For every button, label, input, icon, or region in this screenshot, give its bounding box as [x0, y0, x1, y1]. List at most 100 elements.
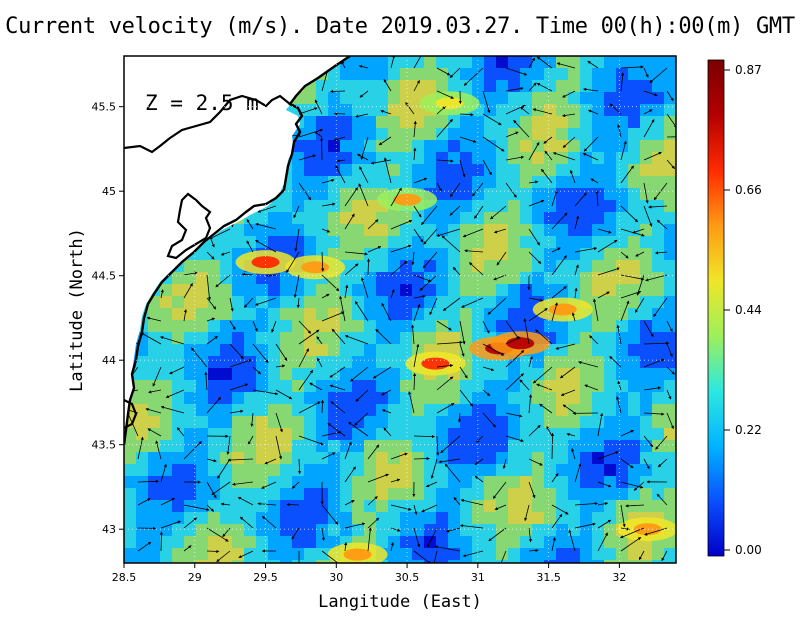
speed-cell	[364, 428, 376, 440]
speed-cell	[652, 236, 664, 248]
velocity-arrow	[492, 481, 507, 499]
speed-cell	[592, 332, 604, 344]
speed-hotspot	[301, 261, 330, 274]
speed-cell	[496, 80, 508, 92]
speed-cell	[532, 272, 544, 284]
velocity-arrow	[643, 90, 658, 97]
speed-cell	[292, 416, 304, 428]
speed-cell	[580, 80, 592, 92]
speed-cell	[640, 548, 652, 560]
speed-cell	[400, 272, 412, 284]
speed-cell	[436, 212, 448, 224]
speed-cell	[628, 296, 640, 308]
speed-cell	[508, 152, 520, 164]
speed-cell	[568, 320, 580, 332]
speed-cell	[376, 560, 388, 563]
speed-cell	[604, 356, 616, 368]
speed-cell	[400, 140, 412, 152]
velocity-arrow	[436, 67, 451, 76]
speed-cell	[400, 512, 412, 524]
speed-cell	[220, 560, 232, 563]
speed-cell	[592, 452, 604, 464]
speed-cell	[196, 404, 208, 416]
x-tick-label: 29.5	[253, 571, 278, 584]
speed-cell	[580, 152, 592, 164]
speed-cell	[172, 308, 184, 320]
velocity-arrow	[436, 435, 440, 456]
speed-cell	[628, 116, 640, 128]
velocity-arrow	[550, 432, 555, 460]
speed-cell	[652, 56, 664, 68]
velocity-arrow	[309, 382, 323, 391]
speed-cell	[364, 128, 376, 140]
speed-cell	[136, 428, 148, 440]
velocity-arrow	[620, 458, 634, 469]
velocity-arrow	[666, 320, 673, 332]
speed-cell	[436, 236, 448, 248]
speed-cell	[604, 392, 616, 404]
speed-cell	[268, 512, 280, 524]
speed-cell	[388, 56, 400, 68]
x-tick-label: 29	[188, 571, 202, 584]
speed-cell	[340, 128, 352, 140]
speed-cell	[448, 428, 460, 440]
speed-cell	[484, 152, 496, 164]
speed-cell	[472, 392, 484, 404]
speed-cell	[208, 344, 220, 356]
speed-cell	[256, 524, 268, 536]
speed-cell	[568, 536, 580, 548]
speed-cell	[172, 344, 184, 356]
speed-cell	[580, 260, 592, 272]
speed-cell	[388, 524, 400, 536]
velocity-arrow	[592, 298, 599, 322]
speed-cell	[124, 536, 136, 548]
velocity-arrow	[620, 429, 635, 437]
speed-cell	[448, 548, 460, 560]
velocity-arrow	[616, 324, 622, 345]
figure-title: Current velocity (m/s). Date 2019.03.27.…	[5, 14, 795, 39]
speed-cell	[628, 320, 640, 332]
speed-cell	[604, 560, 616, 563]
velocity-arrow	[469, 262, 484, 276]
speed-cell	[544, 476, 556, 488]
speed-cell	[280, 272, 292, 284]
speed-cell	[148, 524, 160, 536]
speed-cell	[244, 332, 256, 344]
speed-cell	[628, 272, 640, 284]
speed-cell	[628, 128, 640, 140]
speed-cell	[604, 440, 616, 452]
speed-cell	[448, 512, 460, 524]
speed-cell	[400, 404, 412, 416]
velocity-arrow	[229, 359, 252, 368]
speed-cell	[652, 488, 664, 500]
speed-cell	[280, 548, 292, 560]
speed-cell	[412, 176, 424, 188]
speed-cell	[256, 512, 268, 524]
speed-cell	[184, 512, 196, 524]
speed-cell	[424, 428, 436, 440]
speed-cell	[352, 104, 364, 116]
speed-cell	[460, 200, 472, 212]
speed-cell	[580, 248, 592, 260]
speed-cell	[340, 272, 352, 284]
speed-cell	[616, 356, 628, 368]
speed-cell	[508, 440, 520, 452]
velocity-arrow	[653, 297, 668, 318]
speed-cell	[544, 452, 556, 464]
velocity-arrow	[413, 527, 421, 548]
speed-cell	[412, 164, 424, 176]
speed-cell	[268, 356, 280, 368]
speed-cell	[604, 320, 616, 332]
velocity-arrow	[505, 320, 520, 340]
speed-cell	[352, 188, 364, 200]
speed-hotspot	[393, 193, 422, 206]
speed-cell	[664, 128, 676, 140]
speed-cell	[220, 416, 232, 428]
speed-cell	[640, 368, 652, 380]
speed-cell	[484, 80, 496, 92]
speed-cell	[448, 260, 460, 272]
speed-cell	[292, 212, 304, 224]
velocity-arrow	[204, 371, 208, 391]
speed-cell	[232, 224, 244, 236]
speed-cell	[364, 164, 376, 176]
